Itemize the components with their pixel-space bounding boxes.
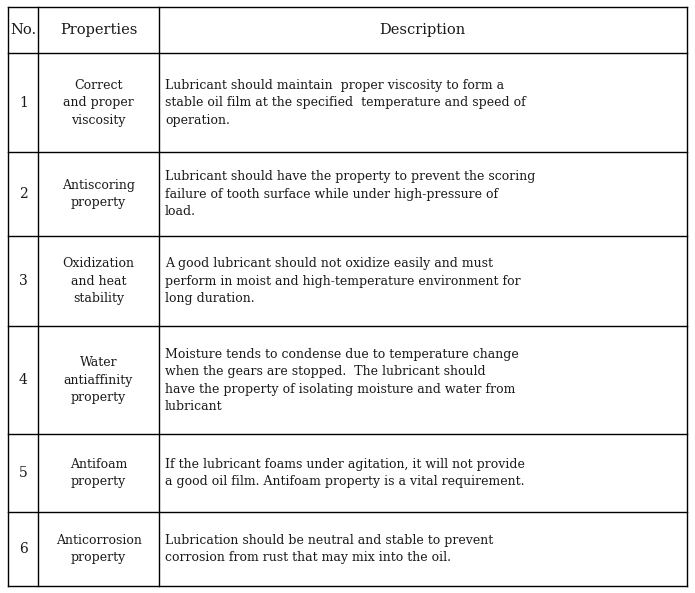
Text: Lubricant should maintain  proper viscosity to form a
stable oil film at the spe: Lubricant should maintain proper viscosi…: [165, 79, 525, 127]
Text: Antiscoring
property: Antiscoring property: [62, 178, 135, 209]
Text: Oxidization
and heat
stability: Oxidization and heat stability: [63, 257, 135, 305]
Text: 6: 6: [19, 542, 28, 556]
Text: 2: 2: [19, 187, 28, 201]
Text: 5: 5: [19, 466, 28, 480]
Text: If the lubricant foams under agitation, it will not provide
a good oil film. Ant: If the lubricant foams under agitation, …: [165, 458, 525, 489]
Text: A good lubricant should not oxidize easily and must
perform in moist and high-te: A good lubricant should not oxidize easi…: [165, 257, 521, 305]
Text: Lubricant should have the property to prevent the scoring
failure of tooth surfa: Lubricant should have the property to pr…: [165, 170, 535, 218]
Text: Properties: Properties: [60, 23, 137, 37]
Text: No.: No.: [10, 23, 36, 37]
Text: Moisture tends to condense due to temperature change
when the gears are stopped.: Moisture tends to condense due to temper…: [165, 347, 518, 413]
Text: Anticorrosion
property: Anticorrosion property: [56, 534, 142, 565]
Text: Lubrication should be neutral and stable to prevent
corrosion from rust that may: Lubrication should be neutral and stable…: [165, 534, 493, 565]
Text: 3: 3: [19, 274, 28, 288]
Text: Correct
and proper
viscosity: Correct and proper viscosity: [63, 79, 134, 127]
Text: Antifoam
property: Antifoam property: [70, 458, 127, 489]
Text: Description: Description: [379, 23, 466, 37]
Text: 4: 4: [19, 373, 28, 387]
Text: 1: 1: [19, 96, 28, 110]
Text: Water
antiaffinity
property: Water antiaffinity property: [64, 356, 133, 404]
